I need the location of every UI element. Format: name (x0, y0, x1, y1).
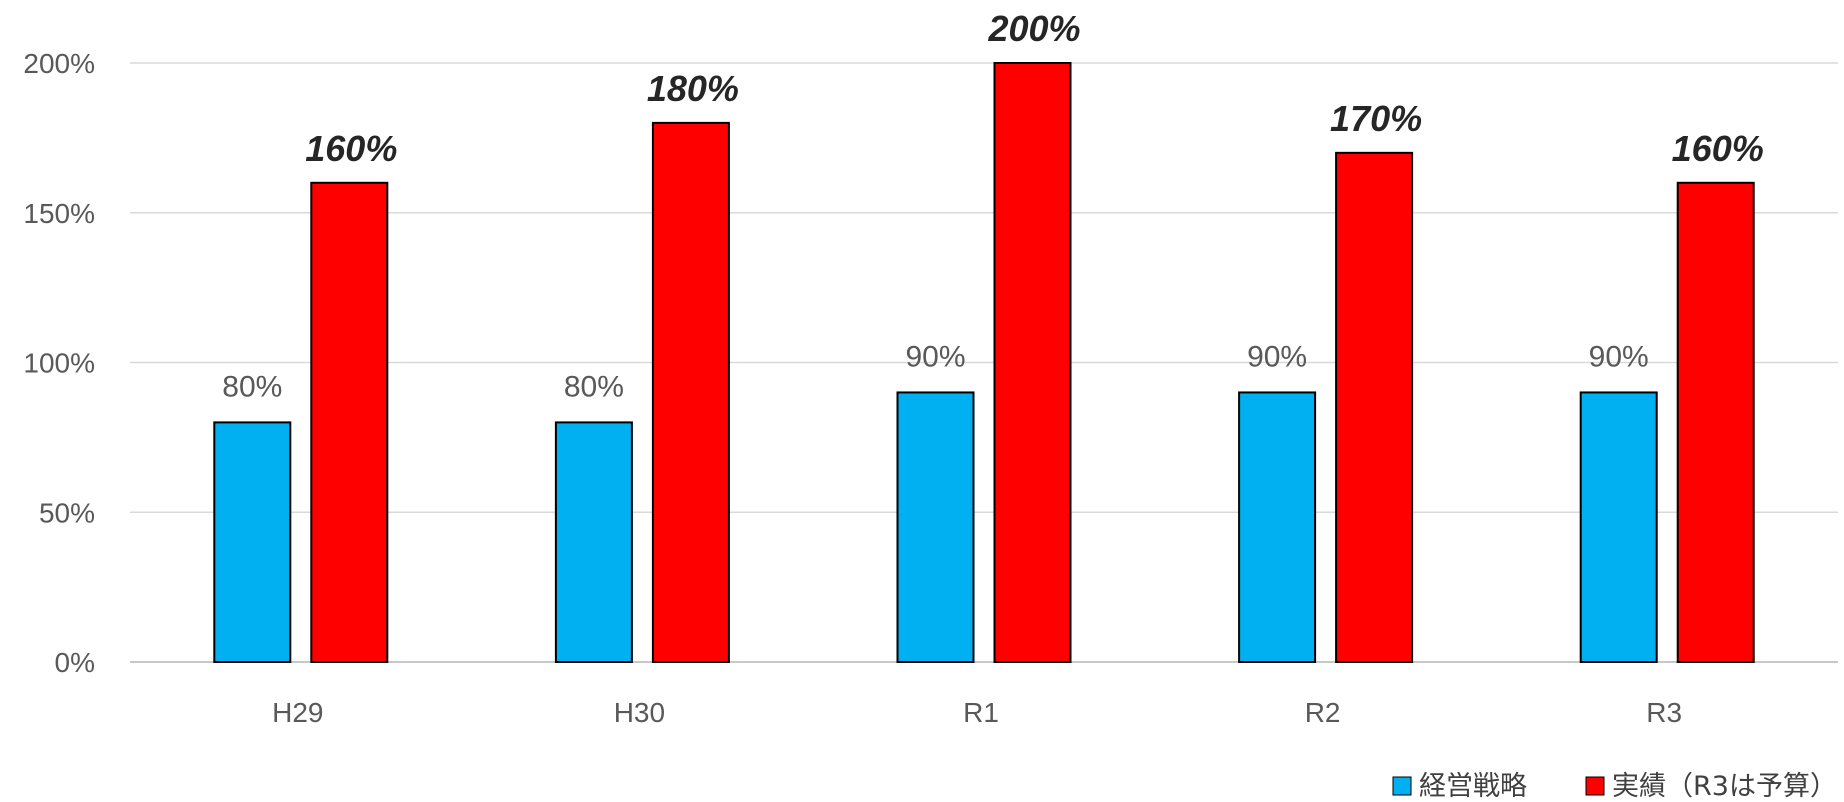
data-label-R3-series-1: 90% (1589, 340, 1649, 373)
bar-H30-series-1 (554, 421, 633, 663)
y-tick-label: 100% (23, 348, 95, 379)
x-category-label: R3 (1646, 697, 1682, 728)
x-axis-category-labels: H29 H30 R1 R2 R3 (272, 697, 1682, 728)
legend: 経営戦略 実績（R3は予算） (1392, 771, 1837, 802)
gridlines (130, 62, 1838, 663)
data-label-R2-series-1: 90% (1247, 340, 1307, 373)
bar-R2-series-2 (1335, 151, 1414, 663)
data-label-H30-series-2: 180% (647, 68, 739, 109)
legend-swatch-series-1 (1392, 776, 1412, 796)
data-label-R2-series-2: 170% (1330, 98, 1422, 139)
bar-R3-series-1 (1579, 391, 1658, 663)
data-label-R1-series-1: 90% (905, 340, 965, 373)
data-label-H29-series-1: 80% (222, 370, 282, 403)
bar-H29-series-2 (310, 181, 389, 664)
bar-R2-series-1 (1238, 391, 1317, 663)
x-category-label: R1 (963, 697, 999, 728)
data-label-H29-series-2: 160% (305, 128, 397, 169)
y-tick-label: 150% (23, 198, 95, 229)
bars (213, 62, 1755, 664)
data-label-R3-series-2: 160% (1672, 128, 1764, 169)
data-label-R1-series-2: 200% (987, 8, 1080, 49)
y-axis-tick-labels: 0% 50% 100% 150% 200% (23, 48, 95, 678)
x-category-label: H29 (272, 697, 323, 728)
bar-R1-series-2 (993, 62, 1072, 663)
legend-swatch-series-2 (1585, 776, 1605, 796)
data-labels: 80% 160% 80% 180% 90% 200% 90% 170% 90% 160% (222, 8, 1763, 403)
y-tick-label: 200% (23, 48, 95, 79)
y-tick-label: 0% (55, 647, 95, 678)
bar-R1-series-1 (896, 391, 975, 663)
bar-H30-series-2 (651, 121, 730, 663)
legend-label-series-1: 経営戦略 (1419, 771, 1527, 802)
x-category-label: H30 (614, 697, 665, 728)
x-category-label: R2 (1305, 697, 1341, 728)
data-label-H30-series-1: 80% (564, 370, 624, 403)
legend-label-series-2: 実績（R3は予算） (1612, 771, 1837, 802)
bar-R3-series-2 (1676, 181, 1755, 664)
bar-H29-series-1 (213, 421, 292, 663)
y-tick-label: 50% (39, 497, 95, 528)
